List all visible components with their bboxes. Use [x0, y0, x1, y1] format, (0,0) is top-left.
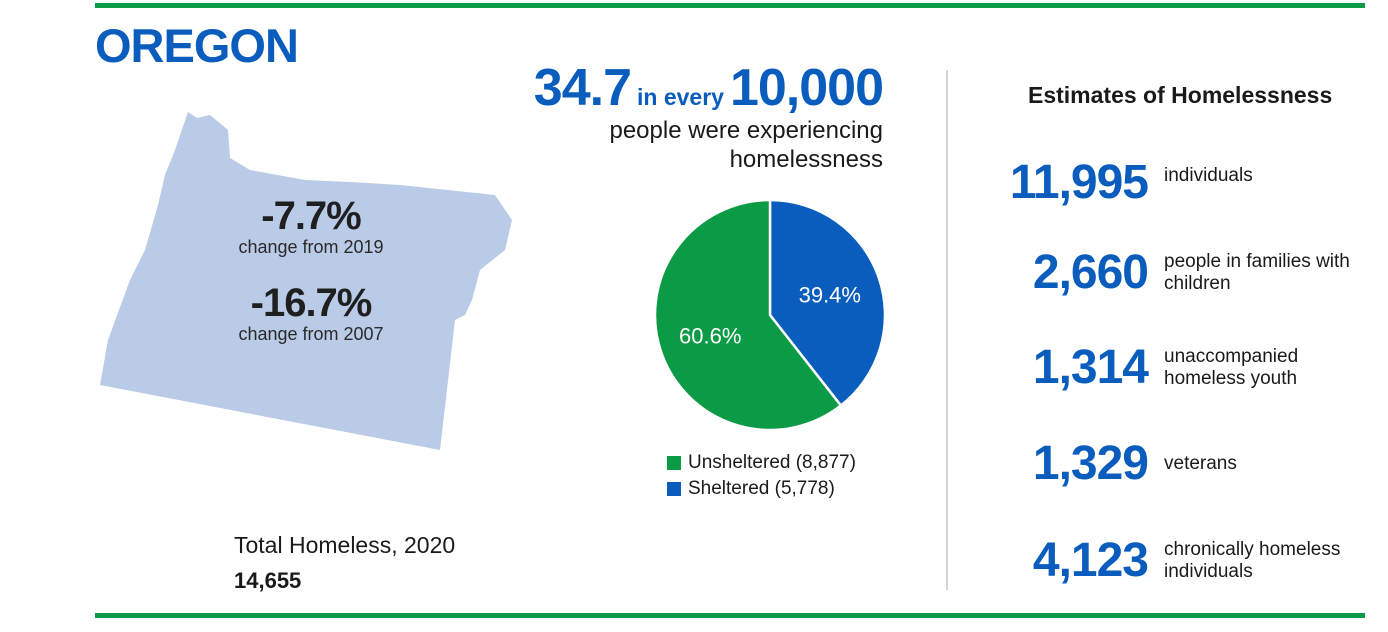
- estimate-youth: 1,314 unaccompanied homeless youth: [960, 340, 1374, 395]
- legend-item-sheltered: Sheltered (5,778): [667, 476, 856, 502]
- estimate-veterans-label: veterans: [1164, 452, 1237, 474]
- rate-connector: in every: [637, 84, 724, 110]
- change-2019-label: change from 2019: [238, 237, 384, 257]
- estimate-families-value: 2,660: [1032, 246, 1149, 299]
- bottom-rule: [95, 613, 1365, 618]
- pie-label-sheltered: 39.4%: [799, 282, 861, 307]
- rate-base: 10,000: [729, 59, 884, 117]
- pie-slice-sheltered: [768, 198, 887, 408]
- estimate-chronic: 4,123 chronically homeless individuals: [960, 533, 1374, 588]
- oregon-outline: [100, 112, 512, 450]
- estimate-youth-label: unaccompanied homeless youth: [1164, 345, 1299, 389]
- estimate-individuals-label: individuals: [1164, 165, 1253, 186]
- shelter-pie-chart: 39.4% 60.6%: [653, 198, 887, 432]
- rate-description: people were experiencing homelessness: [609, 117, 883, 173]
- top-rule: [95, 3, 1365, 8]
- estimate-individuals: 11,995 individuals: [960, 155, 1374, 210]
- estimate-chronic-value: 4,123: [1032, 534, 1149, 587]
- oregon-map-shape: [100, 112, 512, 450]
- pie-legend: Unsheltered (8,877) Sheltered (5,778): [667, 450, 856, 502]
- change-2007-value: -16.7%: [250, 281, 373, 325]
- legend-swatch-unsheltered: [667, 456, 681, 470]
- estimates-title: Estimates of Homelessness: [1028, 82, 1333, 108]
- total-homeless-label: Total Homeless, 2020: [234, 532, 456, 558]
- state-title: OREGON: [95, 19, 299, 72]
- legend-swatch-sheltered: [667, 482, 681, 496]
- change-2007-label: change from 2007: [238, 324, 384, 344]
- total-homeless-value: 14,655: [234, 568, 302, 593]
- estimate-individuals-value: 11,995: [1009, 156, 1149, 209]
- estimate-veterans-value: 1,329: [1032, 437, 1149, 490]
- estimate-chronic-label: chronically homeless individuals: [1164, 538, 1341, 582]
- legend-item-unsheltered: Unsheltered (8,877): [667, 450, 856, 476]
- rate-number: 34.7: [533, 59, 632, 117]
- section-divider: [946, 70, 948, 590]
- estimate-families: 2,660 people in families with children: [960, 245, 1374, 300]
- change-2019-value: -7.7%: [261, 194, 362, 238]
- rate-headline: 34.7 in every 10,000: [533, 58, 884, 118]
- change-from-2019: -7.7% change from 2019: [196, 196, 426, 258]
- legend-label-sheltered: Sheltered (5,778): [688, 478, 835, 499]
- legend-label-unsheltered: Unsheltered (8,877): [688, 452, 856, 473]
- pie-label-unsheltered: 60.6%: [679, 324, 741, 349]
- estimate-veterans: 1,329 veterans: [960, 436, 1374, 491]
- estimate-families-label: people in families with children: [1164, 250, 1350, 294]
- estimate-youth-value: 1,314: [1032, 341, 1149, 394]
- change-from-2007: -16.7% change from 2007: [196, 283, 426, 345]
- pie-slice-unsheltered: [653, 198, 843, 432]
